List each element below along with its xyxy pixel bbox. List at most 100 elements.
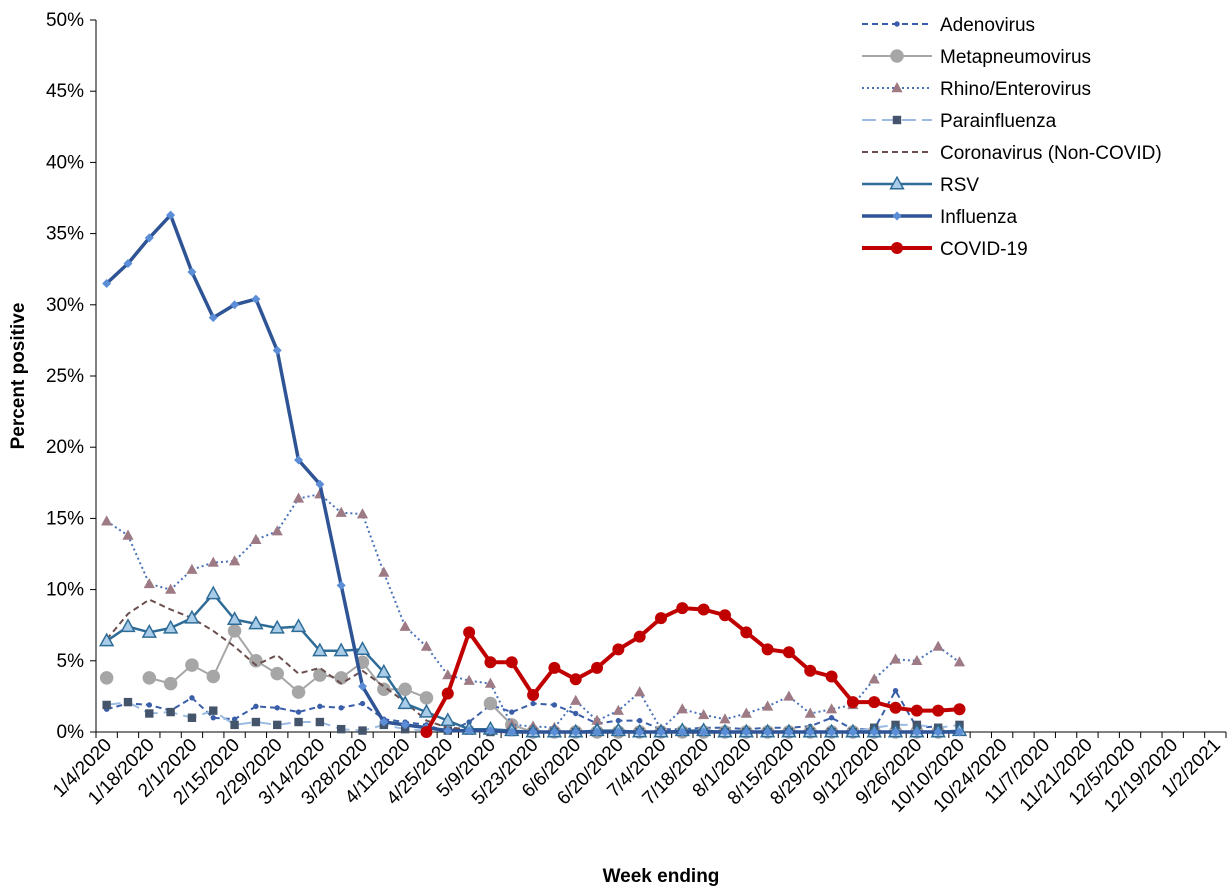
data-point — [187, 267, 197, 277]
data-point — [206, 669, 221, 684]
legend-marker — [894, 21, 900, 27]
data-point — [313, 668, 327, 682]
data-point — [378, 566, 390, 577]
data-point — [507, 727, 517, 737]
data-point — [251, 717, 261, 727]
data-point — [250, 533, 262, 544]
data-point — [317, 703, 323, 710]
data-point — [954, 727, 964, 737]
data-point — [698, 708, 710, 720]
data-point — [633, 630, 646, 643]
data-point — [162, 619, 179, 634]
y-tick-label: 5% — [57, 651, 85, 672]
data-point — [953, 656, 966, 667]
data-point — [782, 646, 795, 659]
data-point — [399, 620, 411, 631]
data-point — [699, 727, 709, 737]
data-point — [248, 615, 264, 630]
data-point — [591, 714, 603, 725]
series-line — [105, 213, 960, 734]
data-point — [123, 259, 133, 269]
data-point — [761, 643, 774, 656]
data-point — [573, 710, 579, 717]
data-point — [740, 626, 753, 639]
data-point — [207, 556, 219, 567]
data-point — [230, 300, 240, 310]
data-point — [635, 727, 645, 737]
y-tick-label: 30% — [46, 295, 84, 316]
data-point — [463, 626, 476, 639]
data-point — [549, 727, 559, 737]
data-point — [848, 727, 858, 737]
legend-label: Rhino/Enterovirus — [940, 79, 1091, 100]
data-point — [804, 707, 816, 718]
data-point — [291, 685, 306, 699]
data-point — [527, 688, 540, 701]
data-point — [419, 691, 434, 705]
data-point — [335, 506, 347, 517]
data-point — [505, 656, 518, 669]
data-point — [828, 715, 835, 721]
series-rhino-enterovirus — [101, 488, 966, 734]
data-point — [186, 563, 198, 574]
data-point — [123, 697, 133, 707]
data-point — [763, 727, 773, 737]
data-point — [868, 673, 880, 684]
y-tick-label: 0% — [57, 722, 85, 743]
data-point — [483, 696, 498, 711]
data-point — [184, 609, 200, 624]
data-point — [269, 619, 285, 634]
data-point — [805, 727, 815, 737]
data-point — [273, 720, 282, 730]
data-point — [294, 717, 303, 727]
legend-label: COVID-19 — [940, 239, 1028, 260]
data-point — [189, 695, 195, 701]
legend-item: Coronavirus (Non-COVID) — [862, 143, 1162, 164]
data-point — [784, 727, 794, 737]
data-point — [354, 641, 371, 655]
legend-label: Influenza — [940, 207, 1018, 228]
legend-label: Metapneumovirus — [940, 47, 1091, 68]
data-point — [441, 687, 454, 700]
legend: Adenovirus Metapneumovirus Rhino/Enterovir… — [862, 15, 1162, 260]
y-axis-title: Percent positive — [8, 303, 29, 450]
data-point — [551, 702, 558, 708]
data-point — [720, 727, 730, 737]
legend-label: Parainfluenza — [940, 111, 1057, 132]
data-point — [312, 642, 328, 657]
data-point — [868, 696, 881, 709]
series-covid-19 — [420, 602, 966, 738]
data-point — [315, 717, 325, 727]
data-point — [102, 278, 112, 288]
y-tick-label: 15% — [46, 508, 84, 529]
data-point — [612, 643, 625, 656]
data-point — [569, 673, 582, 686]
data-point — [615, 717, 622, 724]
data-point — [933, 727, 943, 737]
legend-item: Influenza — [862, 207, 1018, 228]
data-point — [166, 707, 175, 717]
data-point — [591, 661, 604, 674]
data-point — [718, 609, 731, 622]
data-point — [570, 694, 582, 705]
data-point — [377, 682, 391, 697]
data-point — [185, 658, 199, 672]
data-point — [99, 671, 114, 685]
series-layer — [98, 210, 968, 739]
data-point — [932, 704, 945, 717]
data-point — [227, 624, 242, 638]
y-tick-label: 50% — [46, 10, 84, 31]
data-point — [697, 603, 710, 616]
data-point — [613, 727, 623, 737]
data-point — [891, 727, 901, 737]
data-point — [294, 455, 304, 465]
data-point — [358, 681, 368, 691]
data-point — [783, 690, 795, 701]
data-point — [592, 727, 602, 737]
data-point — [530, 700, 536, 707]
data-point — [440, 712, 456, 727]
data-point — [359, 700, 366, 707]
data-point — [146, 702, 153, 708]
data-point — [251, 294, 261, 304]
